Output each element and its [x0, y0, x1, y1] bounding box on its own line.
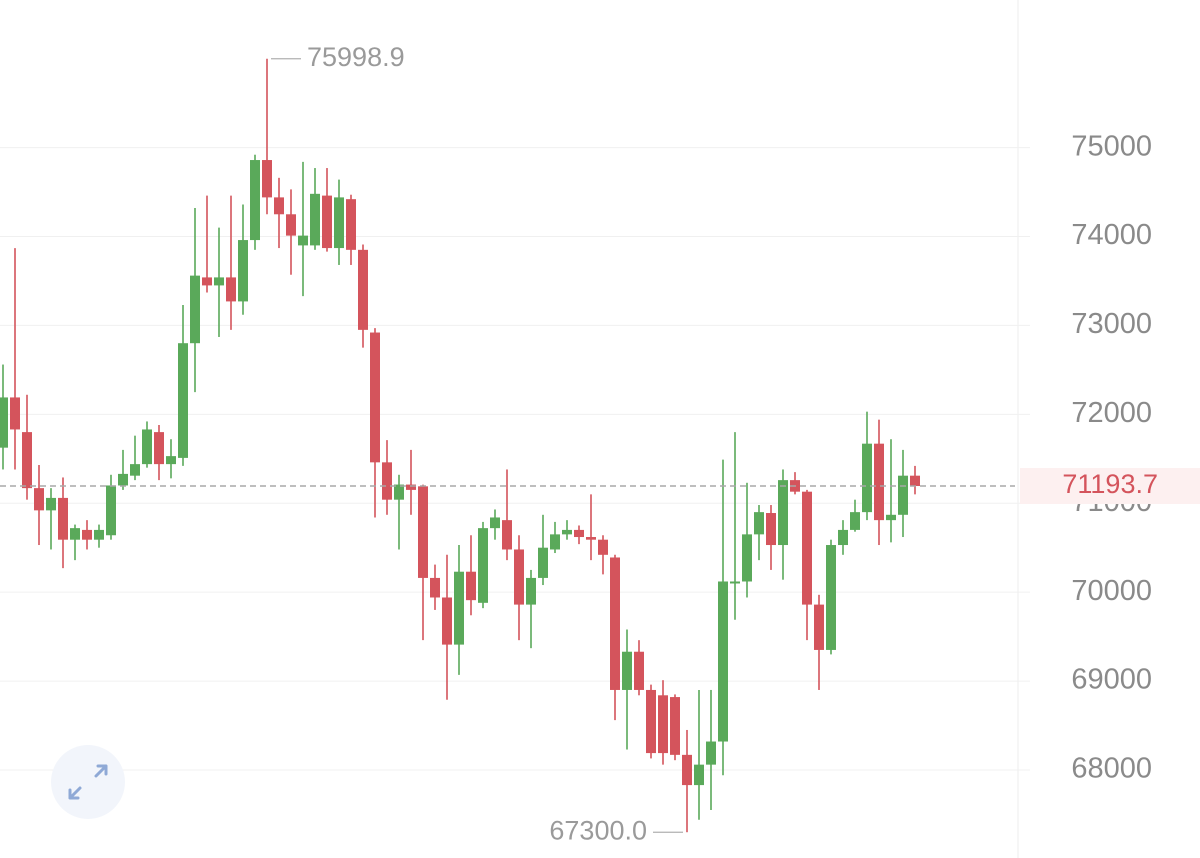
candle-body [670, 697, 680, 755]
candle-body [886, 514, 896, 521]
y-tick-label: 70000 [1071, 575, 1152, 607]
candle-body [526, 577, 536, 605]
candle-body [538, 547, 548, 578]
y-tick-label: 68000 [1071, 753, 1152, 785]
candle-body [94, 529, 104, 540]
candles [0, 58, 920, 833]
candle-body [850, 512, 860, 530]
candle-body [310, 193, 320, 246]
candle-body [226, 277, 236, 302]
candle-body [34, 488, 44, 511]
candle-body [838, 529, 848, 546]
candle-body [646, 689, 656, 754]
candle-body [718, 581, 728, 742]
high-marker-label: 75998.9 [307, 42, 405, 72]
candle-body [82, 529, 92, 540]
candle-body [562, 529, 572, 535]
candle-body [694, 764, 704, 786]
candle-body [334, 197, 344, 249]
candle-body [610, 557, 620, 690]
overlay: 71193.7 75998.9 67300.0 [0, 42, 1200, 845]
candle-body [70, 528, 80, 540]
candle-body [262, 160, 272, 198]
y-tick-label: 72000 [1071, 397, 1152, 429]
low-marker-label: 67300.0 [549, 815, 647, 845]
candle-body [382, 462, 392, 500]
y-tick-label: 69000 [1071, 664, 1152, 696]
candle-body [478, 528, 488, 603]
candle-body [286, 214, 296, 236]
candle-body [862, 443, 872, 513]
candle-body [22, 432, 32, 489]
candle-body [502, 520, 512, 550]
candle-body [406, 484, 416, 490]
expand-button[interactable] [51, 745, 125, 819]
candle-body [442, 597, 452, 645]
expand-icon[interactable] [68, 764, 108, 800]
y-tick-label: 75000 [1071, 130, 1152, 162]
y-tick-label: 73000 [1071, 308, 1152, 340]
candle-body [586, 537, 596, 540]
candle-body [706, 741, 716, 765]
candle-body [274, 197, 284, 215]
candle-body [802, 491, 812, 605]
candle-body [166, 456, 176, 465]
candle-body [238, 240, 248, 302]
candle-body [742, 534, 752, 582]
candle-body [634, 651, 644, 690]
candle-body [658, 695, 668, 754]
last-price-label-bg [1020, 468, 1200, 505]
candle-body [454, 571, 464, 645]
candle-body [778, 480, 788, 546]
candle-body [418, 486, 428, 578]
candle-body [190, 275, 200, 344]
candle-body [202, 277, 212, 286]
candle-body [178, 343, 188, 458]
expand-button-bg[interactable] [51, 745, 125, 819]
candle-body [10, 397, 20, 430]
candle-body [298, 235, 308, 246]
candle-body [766, 513, 776, 546]
candle-body [154, 432, 164, 465]
candle-body [898, 475, 908, 515]
candle-body [910, 475, 920, 487]
candle-body [130, 464, 140, 476]
candle-body [358, 249, 368, 330]
candle-body [514, 549, 524, 605]
y-tick-label: 74000 [1071, 219, 1152, 251]
candle-body [46, 497, 56, 511]
candle-body [58, 497, 68, 540]
candle-body [430, 577, 440, 598]
grid: 6800069000700007100072000730007400075000 [0, 130, 1152, 785]
candle-body [490, 517, 500, 529]
candle-body [754, 512, 764, 535]
candle-body [394, 484, 404, 500]
candle-body [466, 571, 476, 601]
candle-body [142, 429, 152, 465]
candle-body [0, 397, 8, 448]
candle-body [682, 754, 692, 786]
candle-body [346, 199, 356, 250]
candle-body [730, 581, 740, 584]
candle-body [118, 473, 128, 486]
candle-body [550, 534, 560, 550]
candle-body [370, 332, 380, 463]
candle-body [814, 604, 824, 650]
last-price-label: 71193.7 [1062, 469, 1158, 499]
candle-body [574, 529, 584, 538]
candle-body [250, 160, 260, 241]
candle-body [106, 485, 116, 536]
candle-body [826, 545, 836, 650]
candle-body [214, 277, 224, 286]
candle-body [322, 195, 332, 249]
candle-body [622, 651, 632, 690]
candle-body [598, 539, 608, 555]
candle-body [874, 443, 884, 521]
